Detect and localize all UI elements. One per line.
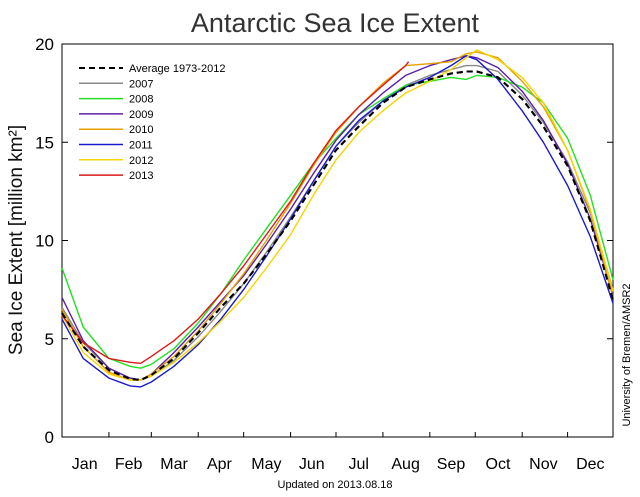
x-tick-label-month: Oct	[486, 456, 511, 473]
x-tick-label-month: Apr	[207, 456, 233, 473]
series-line-2013	[61, 61, 410, 364]
y-tick-label: 20	[35, 35, 54, 54]
x-tick-label-month: Nov	[529, 456, 557, 473]
legend-label: 2007	[129, 78, 153, 90]
x-tick-label-month: Dec	[576, 456, 604, 473]
legend: Average 1973-2012 2007 2008 2009 2010 2011 201…	[79, 63, 225, 182]
legend-label: 2009	[129, 109, 153, 121]
legend-label: Average 1973-2012	[129, 63, 225, 75]
legend-label: 2011	[129, 140, 153, 152]
credit-text: University of Bremen/AMSR2	[621, 283, 633, 426]
y-tick-label: 0	[45, 428, 54, 447]
series-lines	[61, 49, 614, 388]
chart-title: Antarctic Sea Ice Extent	[191, 8, 480, 38]
x-tick-label-month: Jul	[348, 456, 368, 473]
legend-label: 2008	[129, 94, 153, 106]
legend-label: 2012	[129, 155, 153, 167]
x-tick-label-month: Jan	[72, 456, 98, 473]
series-line-average-overlay	[61, 70, 614, 382]
y-tick-label: 5	[45, 330, 54, 349]
x-tick-label-month: Feb	[115, 456, 143, 473]
series-line-2011	[61, 55, 614, 388]
x-tick-label-month: Mar	[160, 456, 188, 473]
x-tick-label-month: Jun	[299, 456, 325, 473]
x-tick-label-month: Aug	[391, 456, 419, 473]
y-tick-labels: 0 5 10 15 20	[35, 35, 613, 447]
y-tick-label: 15	[35, 133, 54, 152]
y-axis-label: Sea Ice Extent [million km²]	[6, 125, 27, 355]
x-tick-label-month: May	[251, 456, 281, 473]
x-tick-label-month: Sep	[437, 456, 466, 473]
x-tick-labels: Jan Feb Mar Apr May Jun Jul Aug Sep Oct Nov Dec	[61, 432, 605, 473]
updated-text: Updated on 2013.08.18	[278, 479, 393, 491]
legend-label: 2013	[129, 170, 153, 182]
y-tick-label: 10	[35, 232, 54, 251]
legend-label: 2010	[129, 124, 153, 136]
